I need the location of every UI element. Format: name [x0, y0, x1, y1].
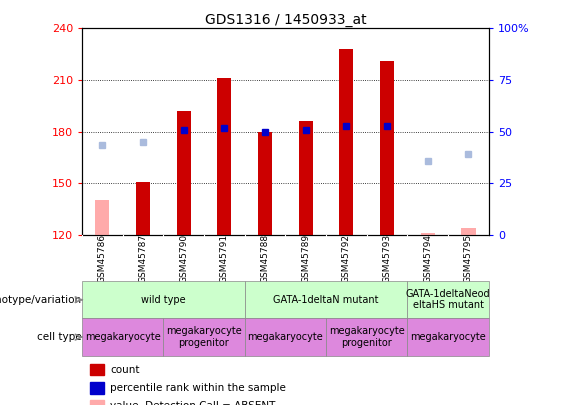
- Bar: [90, 400, 105, 405]
- Bar: [407, 281, 489, 318]
- Bar: [339, 49, 354, 235]
- Bar: [380, 61, 394, 235]
- Bar: [461, 228, 476, 235]
- Bar: [420, 233, 435, 235]
- Text: percentile rank within the sample: percentile rank within the sample: [110, 383, 286, 393]
- Text: wild type: wild type: [141, 295, 185, 305]
- Bar: [298, 122, 313, 235]
- Bar: [136, 181, 150, 235]
- Text: megakaryocyte: megakaryocyte: [85, 332, 160, 342]
- Text: GATA-1deltaNeod
eltaHS mutant: GATA-1deltaNeod eltaHS mutant: [406, 289, 490, 311]
- Bar: [407, 318, 489, 356]
- Bar: [176, 111, 191, 235]
- Text: GSM45793: GSM45793: [383, 234, 392, 283]
- Bar: [95, 200, 110, 235]
- Bar: [258, 132, 272, 235]
- Bar: [326, 318, 407, 356]
- Bar: [217, 78, 232, 235]
- Text: genotype/variation: genotype/variation: [0, 295, 82, 305]
- Bar: [163, 318, 245, 356]
- Title: GDS1316 / 1450933_at: GDS1316 / 1450933_at: [205, 13, 366, 27]
- Text: GSM45787: GSM45787: [138, 234, 147, 283]
- Bar: [90, 382, 105, 394]
- Text: cell type: cell type: [37, 332, 82, 342]
- Text: megakaryocyte: megakaryocyte: [247, 332, 323, 342]
- Text: GSM45794: GSM45794: [423, 234, 432, 283]
- Text: megakaryocyte
progenitor: megakaryocyte progenitor: [329, 326, 405, 348]
- Text: GSM45792: GSM45792: [342, 234, 351, 283]
- Bar: [90, 364, 105, 375]
- Bar: [82, 281, 245, 318]
- Text: value, Detection Call = ABSENT: value, Detection Call = ABSENT: [110, 401, 276, 405]
- Text: GSM45786: GSM45786: [98, 234, 107, 283]
- Text: GSM45788: GSM45788: [260, 234, 270, 283]
- Text: megakaryocyte: megakaryocyte: [410, 332, 486, 342]
- Text: megakaryocyte
progenitor: megakaryocyte progenitor: [166, 326, 242, 348]
- Text: GSM45789: GSM45789: [301, 234, 310, 283]
- Bar: [245, 318, 326, 356]
- Text: count: count: [110, 364, 140, 375]
- Bar: [245, 281, 407, 318]
- Text: GATA-1deltaN mutant: GATA-1deltaN mutant: [273, 295, 379, 305]
- Bar: [82, 318, 163, 356]
- Text: GSM45795: GSM45795: [464, 234, 473, 283]
- Text: GSM45790: GSM45790: [179, 234, 188, 283]
- Text: GSM45791: GSM45791: [220, 234, 229, 283]
